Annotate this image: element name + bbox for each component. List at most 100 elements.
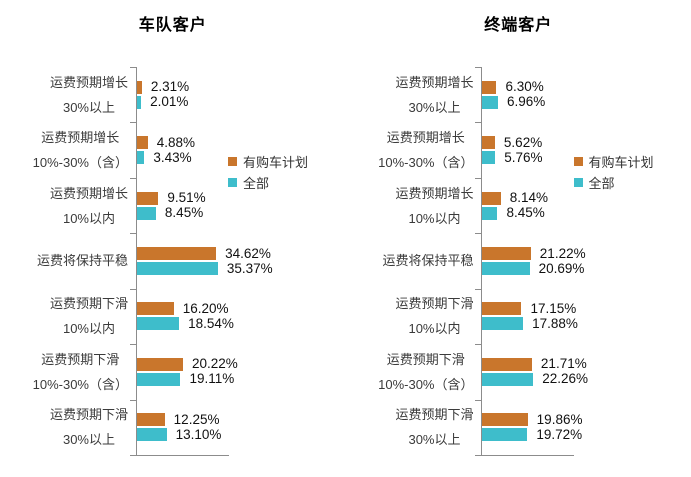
legend-swatch-all (228, 178, 237, 187)
bar-all (482, 317, 524, 331)
bar-all (136, 372, 181, 386)
bar-all (482, 262, 530, 275)
category-label-line: 运费预期下滑 (386, 351, 465, 367)
legend-item: 全部 (228, 174, 308, 191)
category-label-text: 运费预期下滑 10%以内 (50, 291, 128, 341)
y-axis-tick (475, 178, 481, 179)
category-label-line: 运费预期下滑 (395, 407, 474, 423)
y-axis-tick (475, 455, 481, 456)
bar-all (482, 151, 496, 165)
y-axis-tick (129, 400, 136, 401)
legend: 有购车计划 全部 (573, 153, 654, 195)
category-label-line: 运费预期下滑 (395, 296, 474, 312)
y-axis-tick (475, 400, 481, 401)
value-label: 19.11% (189, 371, 235, 387)
category-label-text: 运费预期下滑 30%以上 (50, 402, 128, 452)
bar-with-purchase-plan (136, 80, 142, 94)
bar-with-purchase-plan (136, 136, 148, 150)
value-label: 4.88% (156, 134, 195, 150)
category-label-text: 运费预期增长 10%-30%（含） (378, 125, 473, 175)
category-label-text: 运费预期下滑 30%以上 (395, 402, 473, 452)
bar-with-purchase-plan (136, 302, 174, 316)
category-label-line: 运费预期下滑 (49, 296, 128, 312)
category-label-line: 运费将保持平稳 (382, 253, 474, 269)
value-label: 21.71% (540, 356, 587, 372)
category-label-line: 运费预期增长 (41, 130, 120, 146)
y-axis-tick (129, 233, 136, 234)
bar-with-purchase-plan (136, 191, 159, 205)
value-label: 12.25% (173, 411, 220, 427)
bar-all (136, 95, 142, 109)
legend-swatch-purchase-plan (573, 157, 583, 166)
legend-label: 有购车计划 (243, 155, 309, 170)
category-label: 运费预期下滑 30%以上 (0, 400, 128, 455)
category-label: 运费预期增长 10%-30%（含） (346, 122, 473, 177)
category-label: 运费预期下滑 10%-30%（含） (346, 344, 473, 399)
bar-with-purchase-plan (482, 413, 528, 427)
category-label-line: 10%-30%（含） (32, 376, 128, 392)
value-label: 20.22% (192, 356, 238, 372)
category-label-line: 30%以上 (62, 432, 115, 448)
value-label: 19.72% (536, 426, 583, 442)
category-label-text: 运费预期下滑 10%-30%（含） (33, 347, 128, 397)
value-label: 35.37% (226, 260, 273, 276)
category-label-line: 30%以上 (62, 99, 115, 115)
chart-title: 车队客户 (138, 17, 207, 34)
category-label-line: 运费将保持平稳 (36, 253, 128, 269)
bar-with-purchase-plan (482, 191, 501, 205)
value-label: 5.76% (504, 149, 543, 165)
category-label: 运费预期增长 30%以上 (346, 67, 473, 122)
y-axis-tick (129, 455, 136, 456)
category-label-line: 运费预期增长 (386, 130, 465, 146)
category-label-line: 运费预期下滑 (49, 407, 128, 423)
value-label: 22.26% (542, 371, 588, 387)
value-label: 19.86% (536, 411, 583, 427)
category-label-text: 运费预期下滑 10%以内 (395, 291, 473, 341)
y-axis-tick (475, 233, 481, 234)
category-label-line: 30%以上 (408, 432, 461, 448)
bar-with-purchase-plan (136, 247, 217, 260)
category-label-line: 10%-30%（含） (378, 376, 474, 392)
y-axis-tick (475, 122, 481, 123)
value-label: 34.62% (225, 245, 271, 261)
y-axis-tick (475, 67, 481, 68)
bar-all (136, 206, 156, 220)
value-label: 16.20% (182, 300, 229, 316)
category-label: 运费预期下滑 30%以上 (346, 400, 473, 455)
value-label: 13.10% (175, 426, 222, 442)
value-label: 8.45% (164, 205, 204, 221)
value-label: 21.22% (539, 245, 586, 261)
bar-with-purchase-plan (136, 357, 183, 371)
y-axis-tick (475, 344, 481, 345)
category-label-text: 运费将保持平稳 (382, 248, 473, 273)
category-label-text: 运费预期下滑 10%-30%（含） (378, 347, 473, 397)
legend-swatch-purchase-plan (228, 157, 237, 166)
legend-item: 有购车计划 (573, 153, 654, 170)
category-label: 运费将保持平稳 (346, 233, 473, 288)
category-label: 运费预期下滑 10%以内 (0, 289, 128, 344)
category-label-text: 运费预期增长 30%以上 (395, 70, 473, 120)
value-label: 8.14% (509, 190, 548, 206)
category-label-text: 运费预期增长 10%以内 (50, 181, 128, 231)
value-label: 6.30% (505, 79, 544, 95)
bar-with-purchase-plan (482, 80, 497, 94)
y-axis-tick (475, 289, 481, 290)
bar-all (482, 95, 498, 109)
category-label: 运费预期增长 30%以上 (0, 67, 128, 122)
x-axis-line (135, 455, 229, 456)
y-axis-tick (129, 67, 136, 68)
legend-label: 全部 (243, 176, 270, 191)
category-label-line: 10%以内 (62, 210, 115, 226)
category-label-line: 运费预期增长 (395, 74, 474, 90)
category-label-line: 30%以上 (408, 99, 461, 115)
bar-with-purchase-plan (482, 302, 522, 316)
category-label-text: 运费将保持平稳 (37, 248, 128, 273)
category-label-line: 运费预期增长 (49, 185, 128, 201)
bar-with-purchase-plan (482, 247, 531, 260)
value-label: 2.31% (150, 79, 190, 95)
value-label: 2.01% (150, 94, 189, 110)
category-label-line: 运费预期增长 (49, 74, 128, 90)
bar-all (482, 206, 498, 220)
category-label: 运费预期增长 10%-30%（含） (0, 122, 128, 177)
category-label-line: 10%以内 (408, 210, 461, 226)
